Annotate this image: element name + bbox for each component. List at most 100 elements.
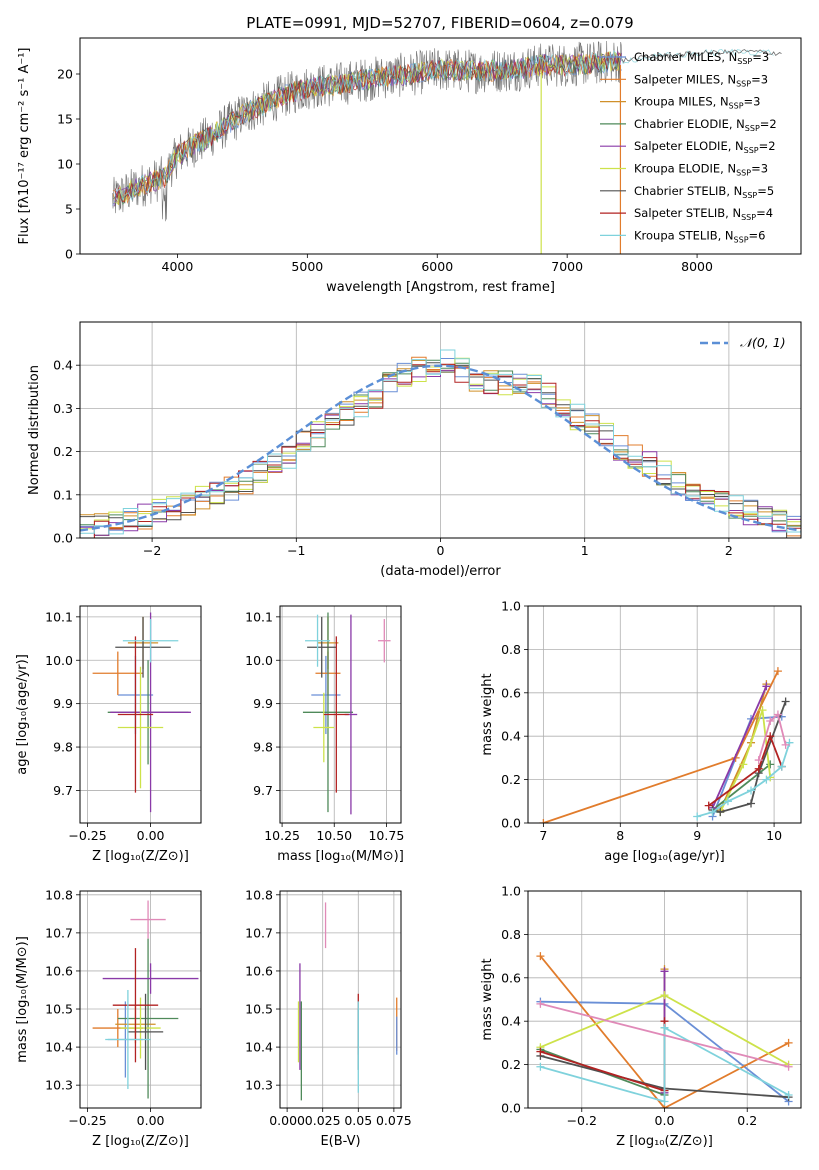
x-tick-label: 10.75 <box>368 828 404 843</box>
plot-area-mass_weight_vs_age <box>539 667 794 823</box>
x-tick-label: 8 <box>616 828 624 843</box>
weight-point-marker <box>539 819 548 823</box>
weight-point-marker <box>777 762 786 771</box>
legend-label-eq: =3 <box>744 95 761 109</box>
y-tick-label: 1.0 <box>501 884 521 899</box>
y-tick-label: 0 <box>65 247 73 262</box>
panel-mass_weight_vs_Z: −0.2 0.0 0.2 0.0 0.2 0.4 0.6 0.8 1.0 Z [log₁₀(Z/Z… <box>480 884 802 1149</box>
panel-mass_vs_ebv: 0.000 0.025 0.05 0.075 10.3 10.4 10.5 10.6 10.7 1… <box>245 887 412 1149</box>
weight-point-marker <box>784 1038 793 1047</box>
y-tick-label: 0.6 <box>501 970 521 985</box>
y-tick-label: 0.2 <box>53 444 73 459</box>
y-tick-label: 0.6 <box>501 685 521 700</box>
x-tick-label: 0.00 <box>137 828 165 843</box>
weight-point-marker <box>762 682 771 691</box>
x-tick-label: −0.25 <box>68 828 106 843</box>
legend-label-sub: SSP <box>737 57 752 66</box>
panel-age_vs_Z: −0.25 0.00 9.7 9.8 9.9 10.0 10.1 Z [log₁₀(Z/Z⊙)… <box>15 605 202 864</box>
axes-frame <box>527 890 802 1109</box>
weight-point-marker <box>784 1090 793 1099</box>
axes-frame <box>527 605 802 824</box>
model-spectrum-line <box>114 51 622 203</box>
x-axis-label: mass [log₁₀(M/M⊙)] <box>277 849 404 864</box>
y-tick-label: 10.1 <box>45 609 73 624</box>
legend-label-eq: =5 <box>757 184 774 198</box>
y-axis-label: Flux [fλ10⁻¹⁷ erg cm⁻² s⁻¹ A⁻¹] <box>17 48 32 245</box>
x-tick-label: 7000 <box>551 259 583 274</box>
gaussian-curve <box>80 364 801 532</box>
y-tick-label: 10.8 <box>45 887 73 902</box>
observed-spectrum-line <box>112 40 622 222</box>
legend-label-text: Kroupa ELODIE, N <box>634 162 736 176</box>
weight-point-marker <box>536 999 545 1008</box>
x-tick-label: 0.00 <box>137 1113 165 1128</box>
legend-label-sub: SSP <box>729 102 744 111</box>
y-tick-label: 10.0 <box>45 653 73 668</box>
x-tick-label: 0.000 <box>269 1113 305 1128</box>
y-tick-label: 10.1 <box>245 609 273 624</box>
y-tick-label: 20 <box>57 67 73 82</box>
weight-point-marker <box>739 760 748 769</box>
x-tick-label: 10.50 <box>316 828 352 843</box>
legend-label: Kroupa ELODIE, NSSP=3 <box>634 162 768 178</box>
y-tick-label: 9.9 <box>53 696 73 711</box>
legend-label: Chabrier MILES, NSSP=3 <box>634 50 769 66</box>
observed-spectrum-tail <box>621 48 782 64</box>
panel-residuals: −2 −1 0 1 2 0.0 0.1 0.2 0.3 0.4 (data-model)/error… <box>27 321 802 579</box>
legend-label-eq: =4 <box>756 206 773 220</box>
panel-mass_weight_vs_age: 7 8 9 10 0.0 0.2 0.4 0.6 0.8 1.0 age [log₁₀(age/yr… <box>480 599 802 864</box>
weight-point-marker <box>723 797 732 806</box>
weight-series-line <box>539 955 790 1108</box>
x-axis-label: E(B-V) <box>320 1134 360 1149</box>
weight-point-marker <box>536 1047 545 1056</box>
legend-label-sub: SSP <box>736 79 751 88</box>
x-tick-label: 0.025 <box>305 1113 341 1128</box>
legend-label-text: Chabrier MILES, N <box>634 50 737 64</box>
weight-point-marker <box>708 808 717 817</box>
x-tick-label: 10 <box>766 828 782 843</box>
legend-label-text: Salpeter MILES, N <box>634 72 736 86</box>
weight-series-line <box>712 763 771 811</box>
axes-frame <box>79 37 802 255</box>
legend-label: Chabrier STELIB, NSSP=5 <box>634 184 774 200</box>
weight-point-marker <box>716 808 725 817</box>
y-tick-label: 10.4 <box>45 1040 73 1055</box>
x-tick-label: 2 <box>725 543 733 558</box>
y-axis-label: mass [log₁₀(M/M⊙)] <box>15 936 30 1063</box>
x-axis-label: (data-model)/error <box>380 564 501 579</box>
legend-label-sub: SSP <box>736 169 751 178</box>
weight-point-marker <box>766 760 775 769</box>
x-tick-label: 10.25 <box>264 828 300 843</box>
x-tick-label: 0.075 <box>376 1113 412 1128</box>
weight-point-marker <box>781 697 790 706</box>
legend-label-text: Chabrier ELODIE, N <box>634 117 745 131</box>
y-tick-label: 9.9 <box>253 696 273 711</box>
y-tick-label: 0.4 <box>53 358 73 373</box>
legend-label-sub: SSP <box>741 213 756 222</box>
legend-label-eq: =3 <box>751 72 768 86</box>
y-tick-label: 0.4 <box>501 729 521 744</box>
weight-point-marker <box>773 667 782 676</box>
y-tick-label: 10.5 <box>45 1002 73 1017</box>
x-tick-label: 5000 <box>291 259 323 274</box>
x-tick-label: 1 <box>581 543 589 558</box>
y-tick-label: 9.8 <box>253 740 273 755</box>
y-tick-label: 10.6 <box>45 963 73 978</box>
x-tick-label: 9 <box>693 828 701 843</box>
legend-label-text: Salpeter ELODIE, N <box>634 139 744 153</box>
y-tick-label: 0.0 <box>501 816 521 831</box>
plot-area-age_vs_Z <box>92 612 191 813</box>
legend-label-text: Kroupa MILES, N <box>634 95 729 109</box>
x-tick-label: −1 <box>287 543 305 558</box>
legend-label: Salpeter STELIB, NSSP=4 <box>634 206 773 222</box>
axes-frame <box>79 890 202 1109</box>
x-tick-label: 0.05 <box>344 1113 372 1128</box>
x-tick-label: −0.25 <box>68 1113 106 1128</box>
plot-area-residuals <box>80 349 801 538</box>
model-spectrum-line <box>115 48 774 202</box>
weight-point-marker <box>762 775 771 784</box>
legend-label-sub: SSP <box>744 146 759 155</box>
x-tick-label: −2 <box>143 543 161 558</box>
